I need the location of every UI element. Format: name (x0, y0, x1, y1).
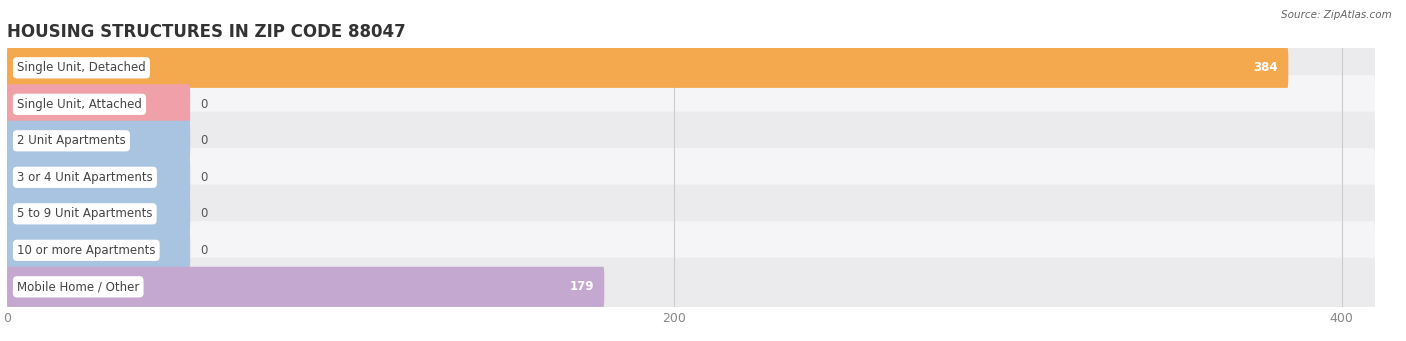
FancyBboxPatch shape (7, 257, 1375, 316)
FancyBboxPatch shape (7, 148, 1375, 207)
Text: HOUSING STRUCTURES IN ZIP CODE 88047: HOUSING STRUCTURES IN ZIP CODE 88047 (7, 23, 406, 41)
Text: 384: 384 (1254, 61, 1278, 74)
Text: 3 or 4 Unit Apartments: 3 or 4 Unit Apartments (17, 171, 153, 184)
FancyBboxPatch shape (7, 194, 190, 234)
Text: 0: 0 (200, 98, 208, 111)
Text: 10 or more Apartments: 10 or more Apartments (17, 244, 156, 257)
Text: 0: 0 (200, 244, 208, 257)
Text: 179: 179 (569, 280, 595, 293)
FancyBboxPatch shape (7, 121, 190, 161)
Text: Mobile Home / Other: Mobile Home / Other (17, 280, 139, 293)
FancyBboxPatch shape (7, 75, 1375, 134)
Text: Single Unit, Detached: Single Unit, Detached (17, 61, 146, 74)
FancyBboxPatch shape (7, 221, 1375, 280)
FancyBboxPatch shape (7, 48, 1288, 88)
FancyBboxPatch shape (7, 157, 190, 197)
Text: 5 to 9 Unit Apartments: 5 to 9 Unit Apartments (17, 207, 152, 220)
Text: 0: 0 (200, 207, 208, 220)
Text: 0: 0 (200, 134, 208, 147)
Text: Source: ZipAtlas.com: Source: ZipAtlas.com (1281, 10, 1392, 20)
FancyBboxPatch shape (7, 184, 1375, 243)
FancyBboxPatch shape (7, 267, 605, 307)
FancyBboxPatch shape (7, 112, 1375, 170)
FancyBboxPatch shape (7, 39, 1375, 97)
Text: Single Unit, Attached: Single Unit, Attached (17, 98, 142, 111)
FancyBboxPatch shape (7, 230, 190, 270)
Text: 2 Unit Apartments: 2 Unit Apartments (17, 134, 125, 147)
FancyBboxPatch shape (7, 84, 190, 124)
Text: 0: 0 (200, 171, 208, 184)
